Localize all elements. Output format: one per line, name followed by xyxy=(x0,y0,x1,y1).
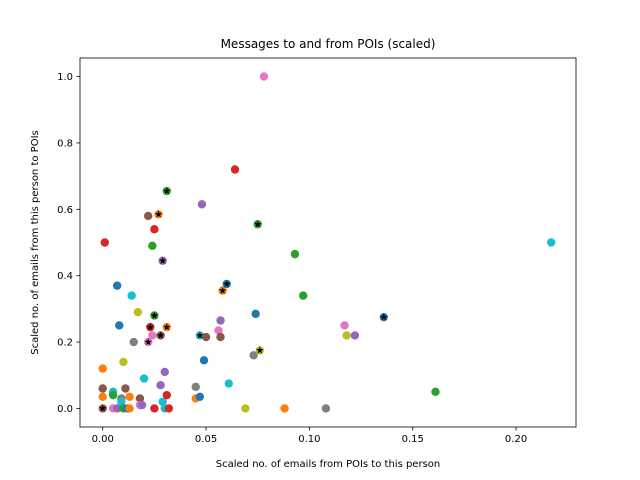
data-point xyxy=(201,332,211,342)
data-point xyxy=(230,165,240,174)
data-point xyxy=(321,404,331,413)
y-axis-label: Scaled no. of emails from this person to… xyxy=(30,130,41,354)
data-point xyxy=(191,382,200,392)
data-point xyxy=(162,390,171,400)
data-point xyxy=(160,367,169,377)
data-point xyxy=(197,200,207,209)
x-axis: 0.00 0.05 0.10 0.15 0.20 xyxy=(92,427,527,445)
data-point xyxy=(164,404,174,413)
data-point xyxy=(214,326,223,335)
poi-star-marker xyxy=(223,280,231,288)
data-point xyxy=(148,241,157,251)
data-point xyxy=(125,404,134,413)
data-point xyxy=(150,404,159,413)
data-point xyxy=(129,337,138,347)
poi-star-marker xyxy=(163,323,171,331)
data-point xyxy=(127,291,136,300)
data-point xyxy=(148,331,157,340)
poi-star-marker xyxy=(146,323,154,331)
data-point xyxy=(113,281,122,290)
points-layer xyxy=(98,72,556,413)
data-point xyxy=(547,238,556,247)
plot-frame xyxy=(79,57,577,428)
data-point xyxy=(216,332,225,342)
data-point xyxy=(350,331,360,340)
poi-star-marker xyxy=(150,311,159,319)
y-tick-label: 0.0 xyxy=(57,404,73,415)
poi-star-marker xyxy=(144,338,152,346)
data-point xyxy=(100,238,110,247)
data-point xyxy=(216,316,225,325)
poi-star-marker xyxy=(196,331,204,339)
data-point xyxy=(150,225,159,234)
data-point xyxy=(259,72,269,81)
data-point xyxy=(139,374,149,383)
data-point xyxy=(115,321,124,330)
data-point xyxy=(98,384,107,393)
x-tick-label: 0.15 xyxy=(402,434,424,445)
poi-star-marker xyxy=(254,220,262,228)
poi-star-marker xyxy=(159,256,167,264)
data-point xyxy=(251,309,260,319)
data-point xyxy=(199,356,209,365)
data-point xyxy=(98,364,107,373)
x-tick-label: 0.05 xyxy=(195,434,217,445)
poi-star-marker xyxy=(156,331,165,339)
data-point xyxy=(158,397,167,406)
y-tick-label: 0.6 xyxy=(57,205,73,216)
y-tick-label: 0.8 xyxy=(57,138,73,149)
data-point xyxy=(125,392,134,402)
data-point xyxy=(195,392,205,402)
poi-star-marker xyxy=(218,286,227,294)
data-point xyxy=(117,397,126,406)
data-point xyxy=(249,351,258,360)
poi-star-marker xyxy=(256,346,264,354)
data-point xyxy=(342,331,351,340)
data-point xyxy=(137,400,147,410)
data-point xyxy=(241,404,250,413)
y-tick-label: 1.0 xyxy=(57,72,73,83)
chart-title: Messages to and from POIs (scaled) xyxy=(221,37,436,51)
data-point xyxy=(431,387,440,397)
poi-star-marker xyxy=(163,187,171,195)
data-point xyxy=(280,404,289,413)
x-axis-label: Scaled no. of emails from POIs to this p… xyxy=(216,459,440,470)
x-tick-label: 0.10 xyxy=(298,434,320,445)
y-tick-label: 0.4 xyxy=(57,271,73,282)
poi-star-marker xyxy=(99,404,107,412)
y-axis: 0.0 0.2 0.4 0.6 0.8 1.0 xyxy=(57,72,80,415)
poi-star-marker xyxy=(154,210,163,218)
data-point xyxy=(119,357,128,367)
poi-star-marker xyxy=(380,313,388,321)
data-point xyxy=(290,249,300,259)
data-point xyxy=(121,384,130,393)
data-point xyxy=(135,394,145,403)
data-point xyxy=(340,321,349,330)
data-point xyxy=(224,379,233,388)
x-tick-label: 0.00 xyxy=(92,434,114,445)
x-tick-label: 0.20 xyxy=(505,434,527,445)
data-point xyxy=(113,404,122,413)
data-point xyxy=(108,390,118,400)
data-point xyxy=(156,380,165,390)
y-tick-label: 0.2 xyxy=(57,338,73,349)
data-point xyxy=(133,307,143,317)
data-point xyxy=(144,211,153,221)
data-point xyxy=(299,291,308,300)
data-point xyxy=(98,392,107,402)
